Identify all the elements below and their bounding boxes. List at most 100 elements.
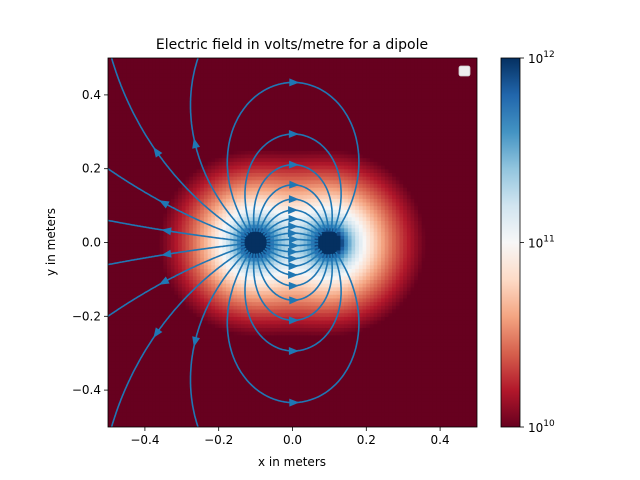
heatmap-cell [181,301,187,306]
heatmap-cell [163,331,168,336]
heatmap-cell [211,205,216,210]
heatmap-cell [122,408,128,413]
heatmap-cell [148,117,153,122]
heatmap-cell [196,91,201,96]
heatmap-cell [144,301,150,306]
heatmap-cell [108,91,113,96]
heatmap-cell [207,205,212,210]
heatmap-cell [237,187,242,192]
heatmap-cell [167,371,172,376]
heatmap-cell [126,319,131,325]
heatmap-cell [174,308,179,314]
heatmap-cell [233,283,238,288]
heatmap-cell [259,412,264,417]
heatmap-cell [170,146,176,151]
heatmap-cell [281,390,286,395]
heatmap-cell [233,83,238,89]
heatmap-cell [255,113,260,118]
heatmap-cell [192,205,198,210]
heatmap-cell [288,393,294,399]
heatmap-cell [119,319,124,325]
heatmap-cell [137,364,142,369]
heatmap-cell [285,179,290,185]
heatmap-cell [174,98,179,103]
heatmap-cell [207,238,212,244]
heatmap-cell [152,290,157,295]
heatmap-cell [185,308,190,314]
heatmap-cell [277,367,283,373]
heatmap-cell [215,80,220,85]
heatmap-cell [248,220,253,225]
heatmap-cell [200,393,205,399]
heatmap-cell [167,80,172,85]
heatmap-cell [130,216,135,221]
heatmap-cell [255,412,260,417]
heatmap-cell [200,172,205,177]
heatmap-cell [285,342,290,347]
heatmap-cell [167,412,172,417]
heatmap-cell [255,294,260,299]
heatmap-cell [255,142,260,148]
heatmap-cell [251,109,257,114]
heatmap-cell [196,331,201,336]
heatmap-cell [141,187,146,192]
heatmap-cell [218,415,223,421]
heatmap-cell [211,390,216,395]
heatmap-cell [248,72,253,78]
heatmap-cell [163,283,168,288]
heatmap-cell [111,172,116,177]
heatmap-cell [133,190,139,196]
heatmap-cell [211,319,216,325]
heatmap-cell [159,98,164,103]
heatmap-cell [229,312,235,317]
heatmap-cell [240,412,246,417]
heatmap-cell [119,65,124,70]
heatmap-cell [240,375,246,380]
heatmap-cell [200,102,205,107]
heatmap-cell [111,128,116,133]
heatmap-cell [111,205,116,210]
heatmap-cell [244,238,249,244]
heatmap-cell [144,308,150,314]
heatmap-cell [148,76,153,81]
heatmap-cell [155,390,161,395]
heatmap-cell [148,253,153,258]
heatmap-cell [237,404,242,410]
heatmap-cell [174,65,179,70]
heatmap-cell [189,257,194,262]
heatmap-cell [181,179,187,185]
heatmap-cell [167,397,172,402]
heatmap-cell [270,194,275,199]
heatmap-cell [233,423,238,427]
heatmap-cell [237,360,242,365]
heatmap-cell [240,312,246,317]
heatmap-cell [174,301,179,306]
heatmap-cell [111,153,116,159]
heatmap-cell [251,390,257,395]
heatmap-cell [178,371,183,376]
heatmap-cell [181,235,187,240]
heatmap-cell [266,408,271,413]
heatmap-cell [285,408,290,413]
heatmap-cell [174,150,179,155]
heatmap-cell [108,268,113,273]
heatmap-cell [163,179,168,185]
heatmap-cell [285,139,290,144]
heatmap-cell [200,153,205,159]
heatmap-cell [274,113,279,118]
heatmap-cell [207,294,212,299]
heatmap-cell [244,135,249,140]
heatmap-cell [218,157,223,162]
heatmap-cell [148,216,153,221]
heatmap-cell [111,212,116,218]
heatmap-cell [281,379,286,384]
heatmap-cell [237,69,242,74]
heatmap-cell [192,356,198,362]
heatmap-cell [144,187,150,192]
heatmap-cell [259,124,264,129]
heatmap-cell [159,124,164,129]
heatmap-cell [251,201,257,207]
heatmap-cell [144,142,150,148]
heatmap-cell [196,72,201,78]
heatmap-cell [111,198,116,203]
